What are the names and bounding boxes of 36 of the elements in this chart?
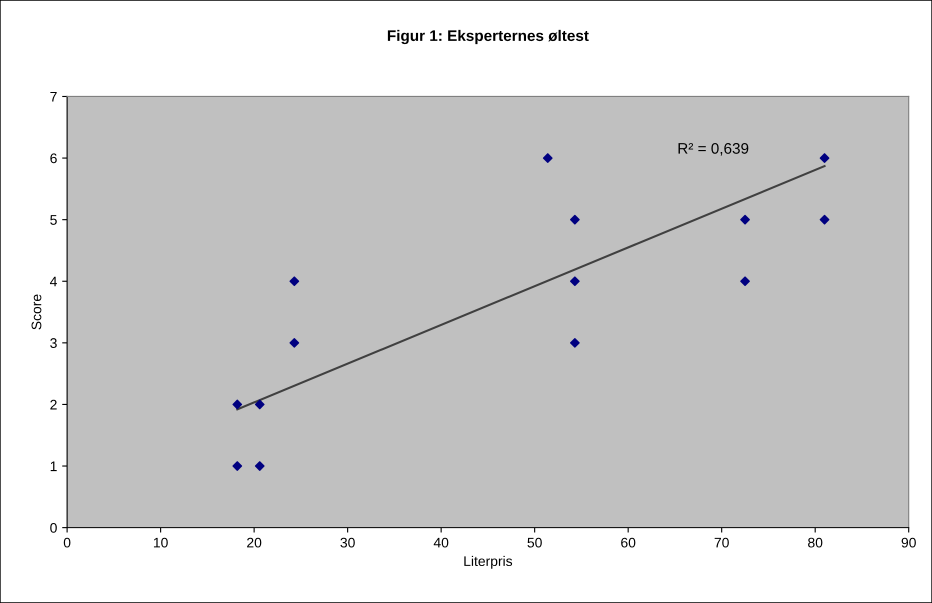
y-tick-label: 3 [50,338,57,348]
y-axis-title: Score [32,294,42,330]
y-tick-label: 6 [50,153,57,164]
point [820,214,830,225]
x-tick-label: 0 [64,538,70,548]
point [570,214,580,225]
x-tick-label: 70 [714,538,729,548]
y-tick-label: 0 [50,522,57,533]
chart-title: Figur 1: Eksperternes øltest [388,30,589,44]
point [289,276,300,286]
x-axis-title: Literpris [464,556,512,569]
y-tick-label: 7 [50,92,57,102]
x-tick-label: 60 [621,538,636,548]
point [232,400,242,410]
point [542,153,553,163]
point [570,276,580,286]
y-tick-label: 4 [50,276,57,286]
point [740,276,750,286]
annotation: R² = 0,639 [678,143,748,156]
point [254,400,265,410]
point [289,338,300,348]
x-tick-label: 80 [808,538,822,548]
point [820,153,830,163]
point [254,461,265,471]
point [740,214,750,225]
y-tick-label: 1 [50,462,57,472]
x-tick-label: 90 [902,538,916,548]
x-tick-label: 30 [340,538,355,548]
y-tick-label: 2 [50,400,57,410]
y-tick-label: 5 [50,215,57,225]
point [570,338,580,348]
x-tick-label: 20 [247,538,262,548]
x-tick-label: 10 [154,538,168,548]
x-tick-label: 40 [434,538,448,548]
point [232,461,242,471]
x-tick-label: 50 [527,538,542,548]
